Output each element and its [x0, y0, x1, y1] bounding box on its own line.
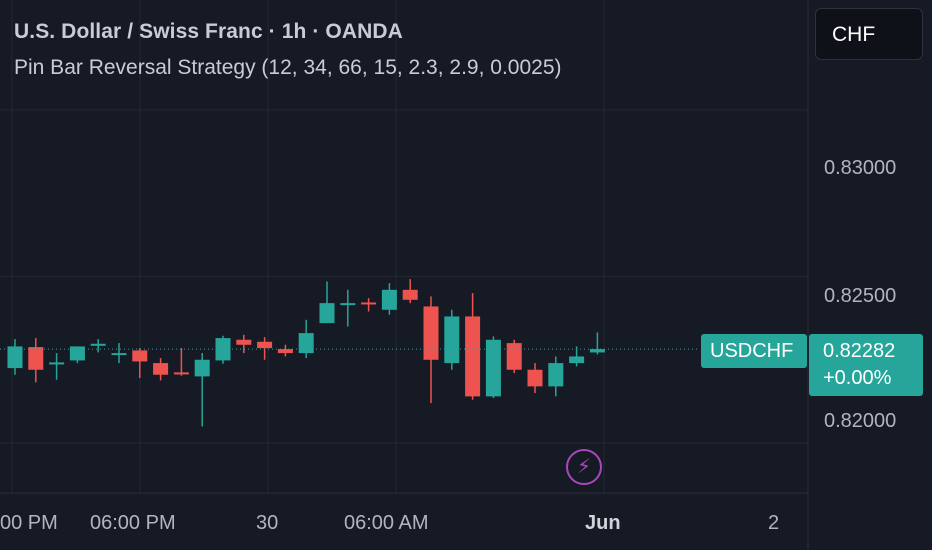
x-tick-label: 00 PM: [0, 512, 58, 534]
price-tag: 0.82282 +0.00%: [809, 334, 923, 396]
candle: [132, 348, 148, 379]
candle-body: [319, 303, 335, 324]
candle-body: [215, 338, 231, 361]
x-tick-label: Jun: [585, 512, 621, 534]
candle: [444, 309, 460, 370]
candle-body: [361, 302, 377, 305]
candle-body: [194, 359, 210, 377]
candle-body: [236, 339, 252, 345]
y-tick-label: 0.83000: [824, 157, 897, 179]
candle-body: [444, 316, 460, 364]
candle: [69, 346, 85, 364]
candle-body: [423, 306, 439, 360]
strategy-label[interactable]: Pin Bar Reversal Strategy (12, 34, 66, 1…: [14, 56, 562, 79]
y-tick-label: 0.82000: [824, 410, 897, 432]
candle: [236, 334, 252, 354]
candle-body: [548, 363, 564, 387]
x-tick-label: 06:00 PM: [90, 512, 176, 534]
candle: [277, 344, 293, 357]
candle-body: [111, 353, 127, 356]
x-tick-label: 30: [256, 512, 279, 534]
chart-grid: [0, 0, 808, 493]
candle-body: [173, 372, 189, 375]
candle-body: [465, 316, 481, 397]
candle: [111, 343, 127, 364]
candle: [465, 293, 481, 400]
candle: [340, 289, 356, 327]
candle: [506, 339, 522, 374]
candle-body: [402, 289, 418, 300]
candle-body: [506, 343, 522, 370]
candle: [548, 356, 564, 397]
last-price-value: 0.82282: [823, 340, 896, 362]
candle: [90, 339, 106, 353]
candle-body: [381, 289, 397, 310]
candle: [423, 296, 439, 404]
candle: [28, 338, 44, 383]
symbol-tag: USDCHF: [701, 334, 807, 368]
candle-body: [589, 349, 605, 353]
candle-body: [7, 346, 23, 369]
candle-body: [69, 346, 85, 361]
currency-button[interactable]: CHF: [815, 8, 923, 60]
candle-body: [340, 303, 356, 306]
candle: [381, 283, 397, 315]
candle-body: [132, 350, 148, 362]
candle: [485, 336, 501, 399]
candle-body: [569, 356, 585, 364]
chart-title: U.S. Dollar / Swiss Franc · 1h · OANDA: [14, 20, 403, 43]
candle: [7, 339, 23, 375]
candle-body: [298, 333, 314, 354]
y-tick-label: 0.82500: [824, 285, 897, 307]
x-tick-label: 2: [768, 512, 780, 534]
candle-body: [153, 363, 169, 375]
candle: [257, 337, 273, 360]
candle: [194, 353, 210, 427]
candle-body: [485, 339, 501, 397]
candle-body: [49, 362, 65, 365]
candlestick-series: [7, 279, 605, 427]
candle: [153, 358, 169, 381]
candle-body: [28, 347, 44, 370]
candle: [173, 348, 189, 376]
candle: [361, 298, 377, 312]
candle-body: [527, 369, 543, 387]
x-tick-label: 06:00 AM: [344, 512, 429, 534]
candle-body: [277, 349, 293, 354]
candle: [298, 319, 314, 359]
candle-body: [257, 341, 273, 349]
candle: [215, 335, 231, 364]
candle: [569, 346, 585, 367]
lightning-bolt-icon[interactable]: ⚡: [566, 449, 602, 485]
candle: [402, 279, 418, 304]
candle-body: [90, 343, 106, 346]
candle: [527, 363, 543, 394]
price-change-value: +0.00%: [823, 367, 892, 389]
candle: [49, 353, 65, 380]
candle: [319, 281, 335, 324]
candle: [589, 332, 605, 355]
